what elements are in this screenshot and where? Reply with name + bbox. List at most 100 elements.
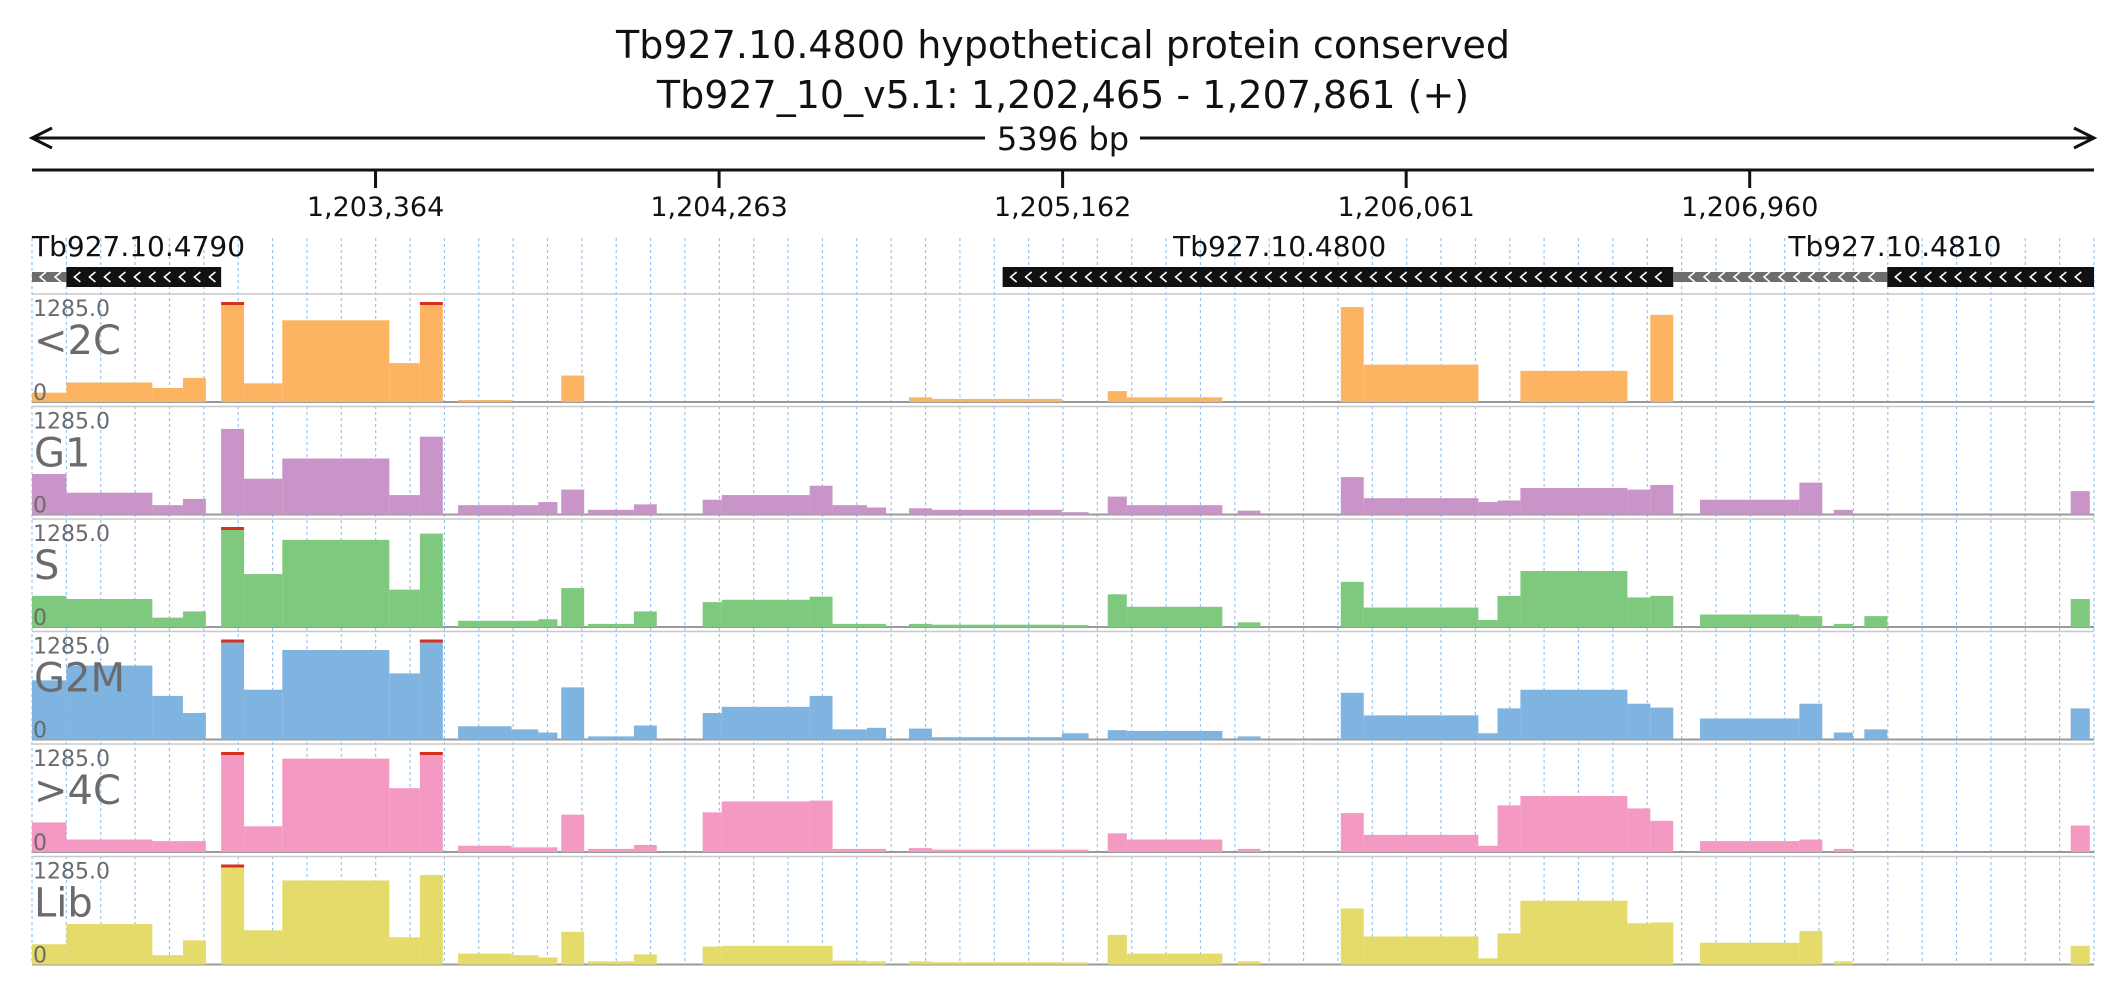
- coverage-bar: [66, 492, 153, 515]
- coverage-bar: [32, 474, 67, 515]
- coverage-bar: [282, 539, 390, 627]
- coverage-bar: [1497, 805, 1521, 852]
- coverage-bar: [908, 508, 932, 515]
- coverage-bar: [1799, 482, 1823, 515]
- coverage-bar: [832, 848, 867, 852]
- coverage-bar: [561, 375, 585, 402]
- clipped-marker: [221, 752, 245, 755]
- coverage-bar: [389, 788, 420, 852]
- coverage-bar: [1833, 848, 1853, 852]
- coverage-bar: [1627, 489, 1651, 515]
- strand-arrow: [38, 271, 47, 283]
- genomic-axis: 1,203,364 1,204,263 1,205,162 1,206,061 1,20…: [32, 168, 2094, 223]
- coverage-bar: [1363, 364, 1479, 402]
- coverage-bar: [1478, 619, 1498, 627]
- coverage-bar: [244, 826, 283, 852]
- track-scale-min: 0: [33, 606, 47, 631]
- strand-arrow: [1924, 271, 1932, 283]
- strand-arrow: [1732, 271, 1741, 283]
- coverage-bar: [419, 639, 443, 740]
- coverage-bar: [282, 650, 390, 740]
- strand-arrow: [1474, 271, 1483, 283]
- coverage-bar: [1864, 616, 1888, 627]
- coverage-bar: [152, 617, 183, 627]
- strand-arrow: [1174, 271, 1183, 283]
- coverage-bar: [32, 822, 67, 852]
- coverage-bar: [1497, 933, 1521, 965]
- track-label: >4C: [34, 768, 121, 814]
- track-2: 1285.0 0 S: [32, 518, 2094, 631]
- track-scale-min: 0: [33, 494, 47, 519]
- track-scale-max: 1285.0: [33, 410, 110, 435]
- coverage-bar: [152, 841, 183, 852]
- coverage-bar: [182, 713, 206, 740]
- coverage-bar: [458, 620, 512, 627]
- strand-arrow: [163, 271, 171, 283]
- strand-arrow: [1054, 271, 1063, 283]
- track-label: G2M: [34, 656, 125, 702]
- strand-arrow: [1837, 271, 1846, 283]
- coverage-bar: [588, 623, 634, 627]
- coverage-bar: [931, 624, 1062, 627]
- track-label: <2C: [34, 318, 121, 364]
- coverage-bar: [182, 498, 206, 515]
- track-5: 1285.0 0 Lib: [32, 855, 2094, 969]
- track-scale-max: 1285.0: [33, 747, 110, 772]
- coverage-bar: [1363, 936, 1479, 965]
- cds-box: [66, 267, 222, 287]
- coverage-bar: [1700, 499, 1800, 515]
- coverage-bar: [633, 844, 657, 852]
- strand-arrow: [148, 271, 156, 283]
- strand-arrow: [1624, 271, 1633, 283]
- coverage-bar: [221, 864, 245, 965]
- strand-arrow: [1294, 271, 1303, 283]
- strand-arrow: [2029, 271, 2037, 283]
- track-4: 1285.0 0 >4C: [32, 743, 2094, 856]
- gene-label: Tb927.10.4800: [1172, 230, 1386, 263]
- coverage-bar: [2070, 945, 2090, 965]
- strand-arrow: [193, 271, 201, 283]
- strand-arrow: [1084, 271, 1093, 283]
- coverage-bar: [908, 397, 932, 402]
- clipped-marker: [419, 639, 443, 643]
- coverage-bar: [702, 812, 722, 852]
- coverage-bar: [244, 930, 283, 965]
- coverage-bar: [1627, 703, 1651, 740]
- coverage-bar: [1126, 730, 1223, 740]
- coverage-bar: [633, 611, 657, 627]
- strand-arrow: [178, 271, 186, 283]
- coverage-bar: [1126, 953, 1223, 965]
- coverage-bar: [1478, 502, 1498, 515]
- coverage-bar: [1478, 958, 1498, 965]
- strand-arrow: [208, 271, 216, 283]
- coverage-bar: [633, 954, 657, 965]
- coverage-bar: [1363, 834, 1479, 852]
- coverage-bar: [1107, 934, 1127, 965]
- coverage-bar: [832, 505, 867, 515]
- strand-arrow: [1954, 271, 1962, 283]
- strand-arrow: [88, 271, 96, 283]
- coverage-bar: [931, 737, 1062, 740]
- strand-arrow: [1159, 271, 1168, 283]
- coverage-bar: [1497, 500, 1521, 515]
- coverage-tracks: 1285.00<2C1285.00G11285.00S1285.00G2M128…: [32, 293, 2094, 969]
- coverage-bar: [561, 814, 585, 852]
- coverage-bar: [511, 847, 539, 852]
- strand-arrow: [1264, 271, 1273, 283]
- coverage-bar: [1520, 570, 1628, 627]
- coverage-bar: [1627, 923, 1651, 965]
- coverage-bar: [282, 880, 390, 965]
- coverage-bar: [2070, 491, 2090, 515]
- coverage-bar: [1627, 597, 1651, 627]
- track-scale-min: 0: [33, 944, 47, 969]
- utr-box: [1673, 272, 1685, 282]
- clipped-marker: [419, 302, 443, 305]
- coverage-bar: [152, 387, 183, 402]
- coverage-bar: [809, 695, 833, 740]
- coverage-bar: [721, 706, 810, 740]
- strand-arrow: [1984, 271, 1992, 283]
- coverage-bar: [244, 689, 283, 740]
- strand-arrow: [1069, 271, 1078, 283]
- clipped-marker: [221, 639, 245, 643]
- strand-arrow: [1609, 271, 1618, 283]
